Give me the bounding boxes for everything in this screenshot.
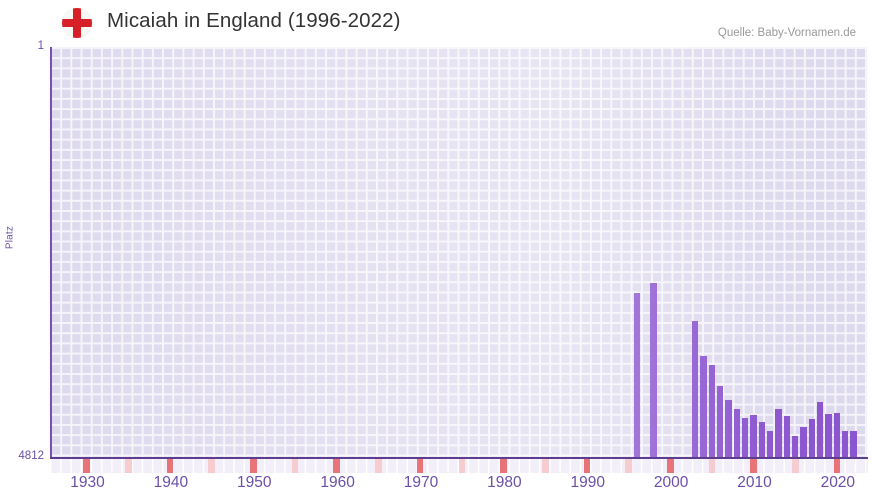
x-axis-tick-label: 1950	[237, 474, 272, 491]
page-title: Micaiah in England (1996-2022)	[107, 9, 401, 32]
x-axis-tick-label: 2000	[653, 474, 689, 491]
bar	[725, 399, 732, 458]
england-flag-icon	[62, 8, 92, 38]
x-axis-tick-label: 2020	[820, 474, 856, 491]
x-tick-minor	[791, 459, 799, 473]
x-axis-tick-label: 1930	[70, 474, 105, 491]
bar	[800, 426, 807, 458]
bar	[633, 292, 641, 458]
x-axis-line	[50, 457, 868, 459]
y-axis-tick-bottom: 4812	[18, 450, 44, 462]
y-axis-tick-top: 1	[37, 40, 44, 52]
bar	[700, 355, 707, 458]
bar	[850, 431, 857, 458]
x-tick-minor	[125, 459, 132, 473]
bar	[825, 413, 832, 458]
y-axis-title: Platz	[4, 225, 16, 250]
chart-header: Micaiah in England (1996-2022) Quelle: B…	[0, 0, 873, 46]
bar	[791, 436, 799, 458]
bar	[750, 414, 757, 458]
x-tick-major	[750, 459, 757, 473]
x-tick-major	[500, 459, 507, 473]
x-tick-major	[666, 459, 674, 473]
bar	[808, 419, 816, 458]
plot-area	[50, 47, 867, 458]
x-tick-major	[250, 459, 257, 473]
bar	[816, 402, 824, 458]
x-tick-minor	[291, 459, 299, 473]
bar	[691, 320, 699, 458]
x-axis-tick-strip	[50, 459, 868, 473]
source-attribution: Quelle: Baby-Vornamen.de	[717, 27, 856, 39]
x-tick-major	[166, 459, 174, 473]
bar	[775, 409, 782, 458]
bar	[741, 417, 749, 458]
x-tick-major	[833, 459, 841, 473]
x-axis-tick-label: 1940	[153, 474, 189, 491]
x-tick-major	[583, 459, 591, 473]
y-axis-line	[50, 47, 52, 459]
bar	[708, 364, 716, 458]
x-axis-tick-label: 1990	[570, 474, 605, 491]
plot-sheen-overlay	[50, 47, 867, 458]
bar	[833, 412, 841, 458]
flag-cross-vertical	[73, 8, 81, 38]
x-tick-minor	[208, 459, 216, 473]
bar	[733, 409, 741, 458]
x-tick-minor	[375, 459, 382, 473]
x-tick-minor	[541, 459, 549, 473]
x-tick-major	[416, 459, 424, 473]
bar	[650, 283, 657, 458]
x-axis-tick-label: 1970	[403, 474, 439, 491]
bar	[716, 385, 724, 458]
x-tick-major	[83, 459, 90, 473]
bar	[841, 431, 849, 458]
x-axis-tick-label: 1980	[487, 474, 522, 491]
x-tick-major	[333, 459, 341, 473]
bar	[766, 430, 774, 458]
x-axis-tick-label: 1960	[320, 474, 355, 491]
bar	[783, 416, 791, 458]
x-tick-minor	[625, 459, 632, 473]
x-tick-minor	[708, 459, 716, 473]
bar	[758, 421, 766, 458]
x-axis-tick-label: 2010	[737, 474, 772, 491]
x-tick-minor	[458, 459, 466, 473]
y-axis-group: Platz 1 4812	[0, 0, 50, 502]
